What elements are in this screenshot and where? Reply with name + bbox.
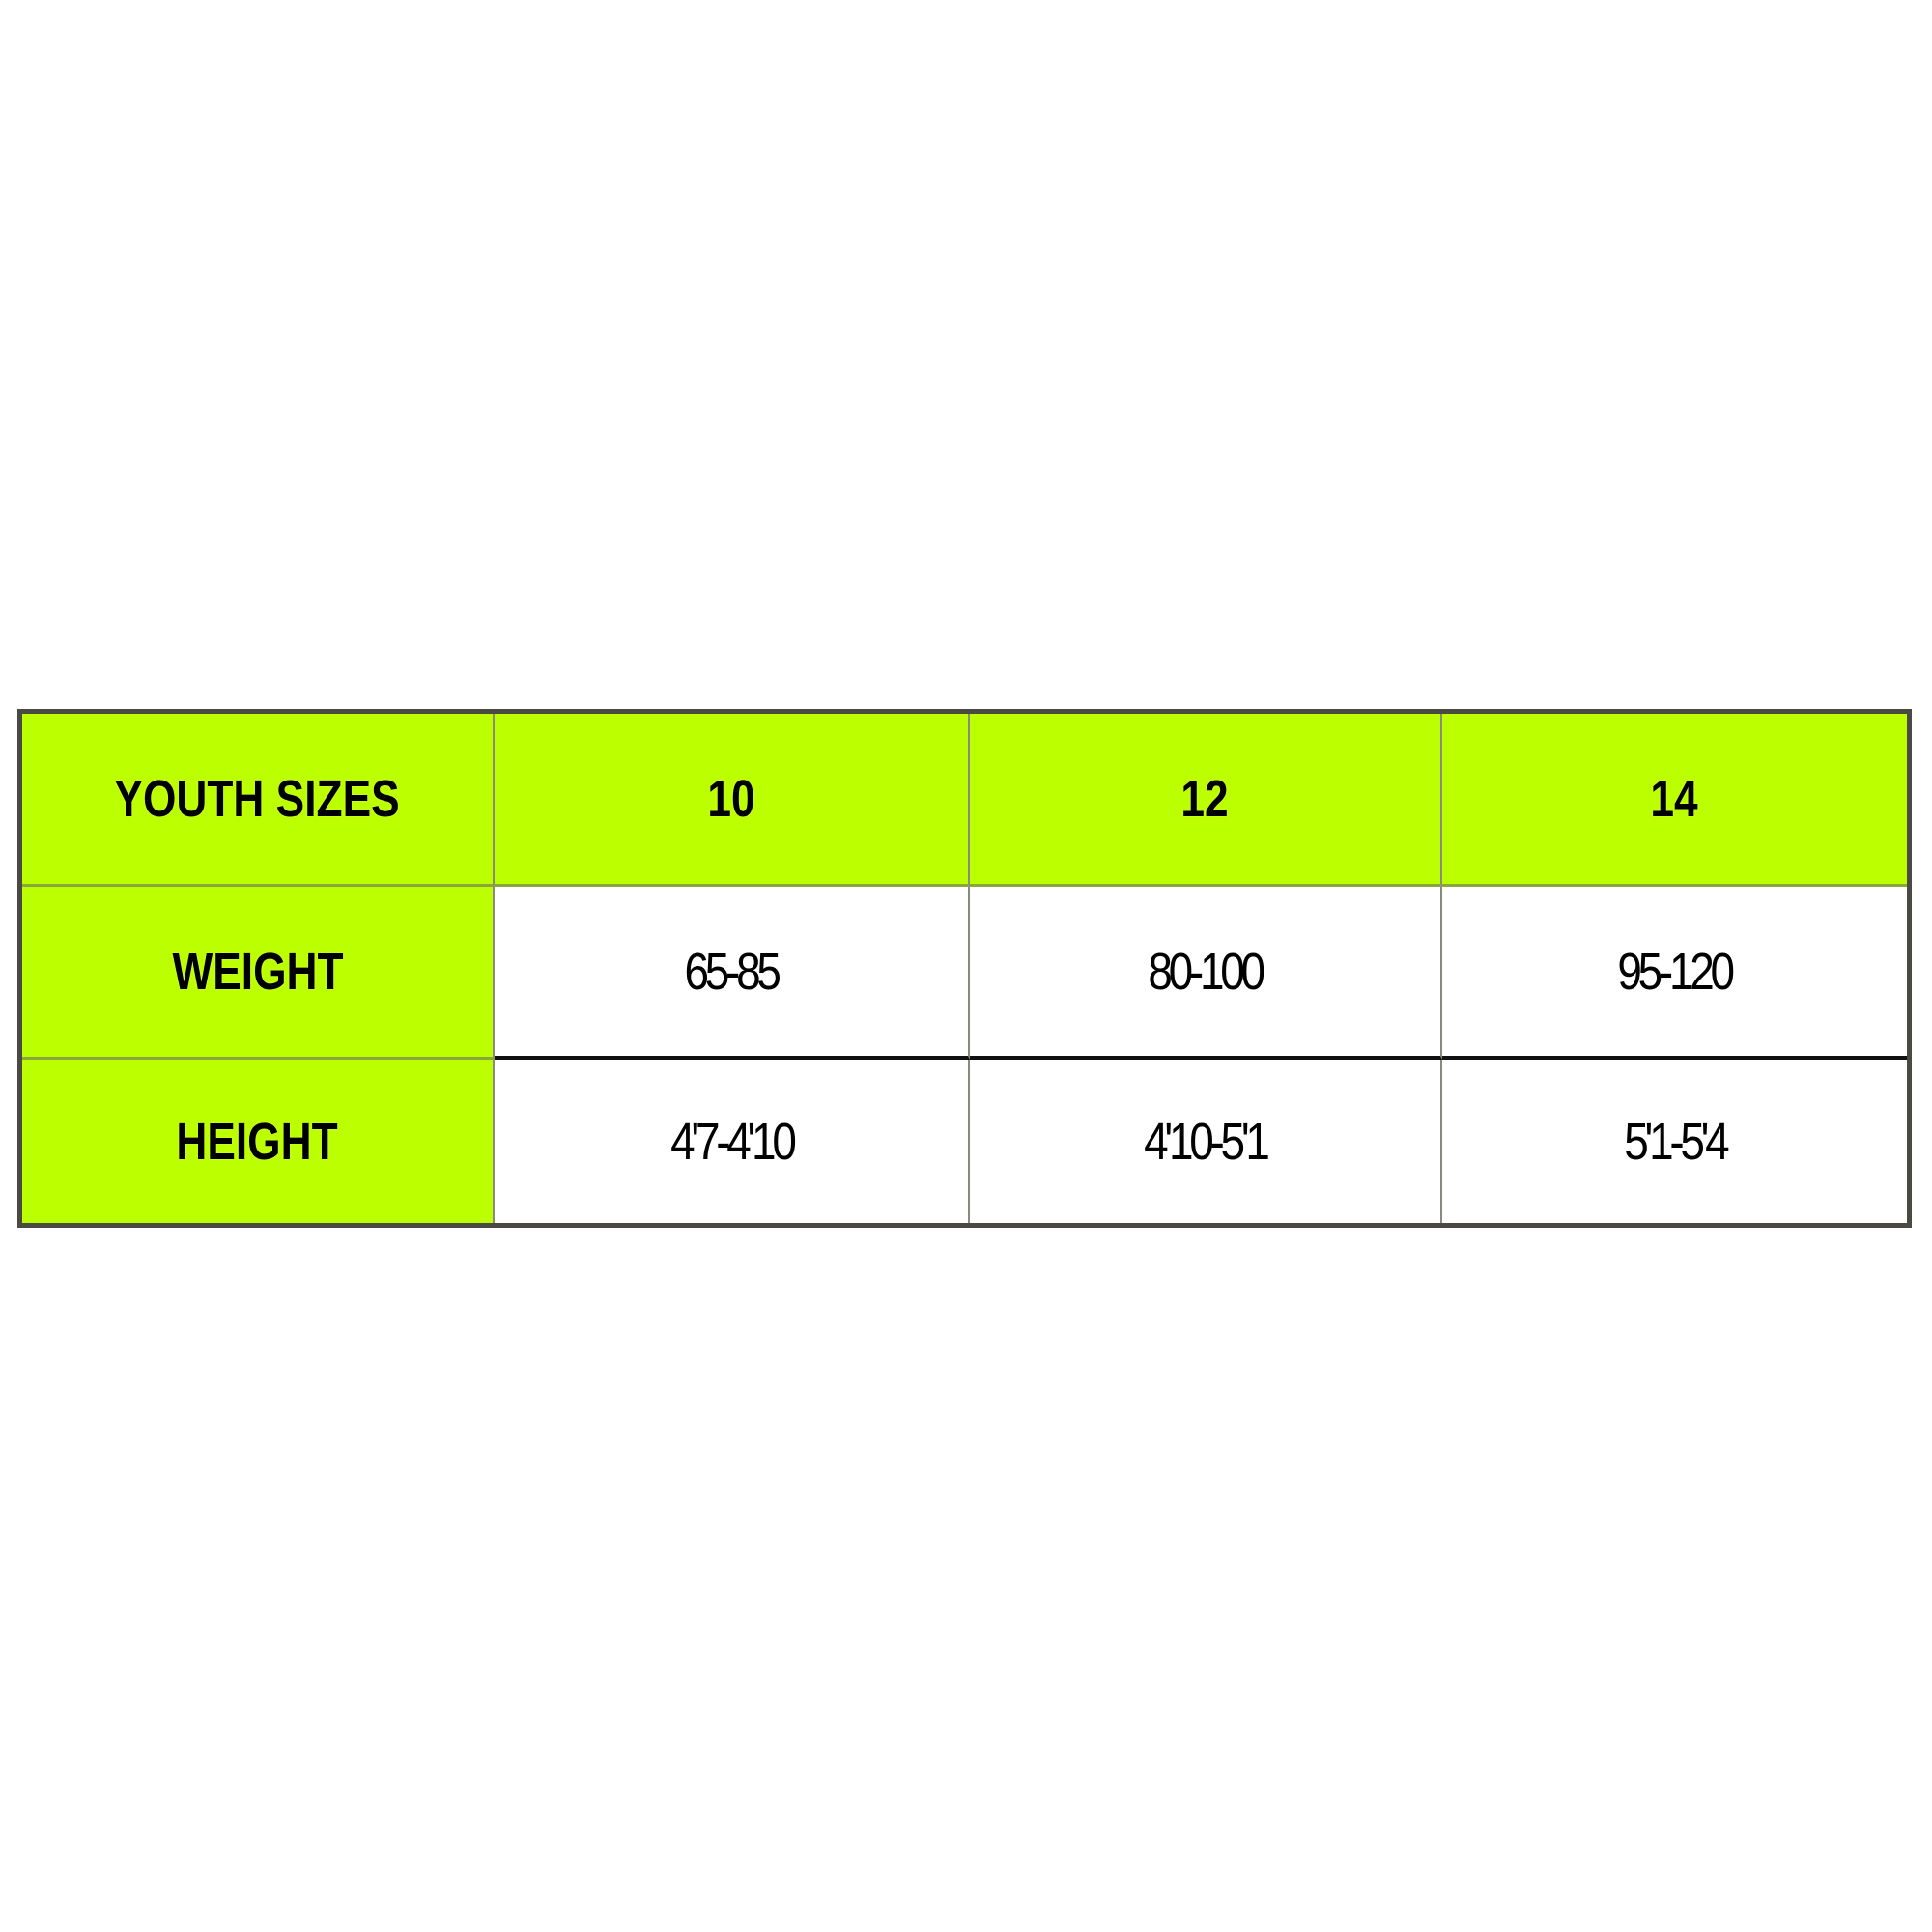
weight-value: 80-100 (1148, 942, 1266, 1001)
header-cell-size-14: 14 (1442, 714, 1907, 887)
weight-cell-10: 65-85 (495, 887, 970, 1060)
size-label: 14 (1650, 770, 1699, 828)
weight-value: 65-85 (684, 942, 781, 1001)
row-label: HEIGHT (176, 1112, 339, 1171)
header-cell-youth-sizes: YOUTH SIZES (22, 714, 495, 887)
height-value: 4'10-5'1 (1144, 1112, 1270, 1171)
height-cell-10: 4'7-4'10 (495, 1060, 970, 1223)
youth-size-chart-table: YOUTH SIZES 10 12 14 WEIGHT 65-85 80-100… (17, 709, 1912, 1228)
row-label-height: HEIGHT (22, 1060, 495, 1223)
size-label: 12 (1180, 770, 1230, 828)
weight-value: 95-120 (1617, 942, 1736, 1001)
header-cell-size-10: 10 (495, 714, 970, 887)
header-label: YOUTH SIZES (114, 770, 401, 828)
row-label: WEIGHT (171, 943, 344, 1001)
weight-cell-12: 80-100 (970, 887, 1442, 1060)
height-value: 5'1-5'4 (1623, 1112, 1729, 1171)
header-cell-size-12: 12 (970, 714, 1442, 887)
weight-cell-14: 95-120 (1442, 887, 1907, 1060)
height-cell-12: 4'10-5'1 (970, 1060, 1442, 1223)
row-label-weight: WEIGHT (22, 887, 495, 1060)
height-value: 4'7-4'10 (669, 1112, 797, 1171)
height-cell-14: 5'1-5'4 (1442, 1060, 1907, 1223)
size-label: 10 (707, 770, 755, 828)
